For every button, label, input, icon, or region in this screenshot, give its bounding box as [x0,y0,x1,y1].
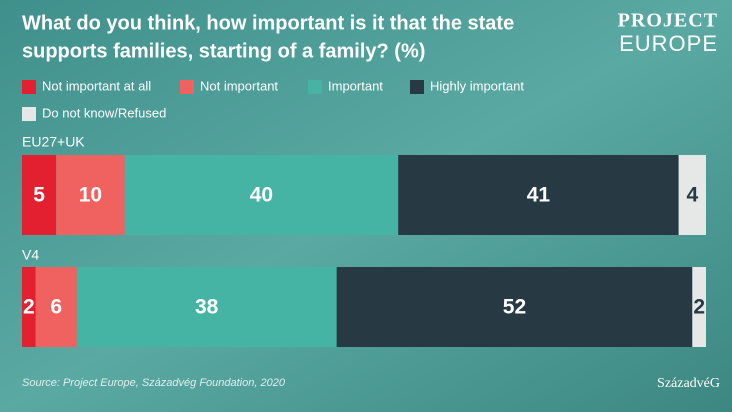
bar-segment [692,267,706,347]
value-label: 52 [503,296,526,319]
legend-swatch [308,80,322,94]
value-label: 2 [693,296,705,319]
category-label: EU27+UK [22,134,85,150]
legend-swatch [180,80,194,94]
bar-segment [22,267,36,347]
legend-label: Important [328,78,383,93]
value-label: 5 [33,184,45,207]
publisher: SzázadvéG [657,376,720,391]
value-label: 40 [250,184,273,207]
legend-label: Not important [200,78,278,93]
value-label: 6 [50,296,62,319]
source: Source: Project Europe, Századvég Founda… [22,377,286,389]
legend-label: Highly important [430,78,524,93]
value-label: 10 [79,184,102,207]
legend-label: Not important at all [42,78,151,93]
bar-segment [35,267,77,347]
bar-segment [76,267,337,347]
legend-swatch [410,80,424,94]
chart-title: What do you think, how important is it t… [22,12,514,34]
bar-segment [22,155,57,235]
value-label: 2 [23,296,35,319]
legend-swatch [22,107,36,121]
brand: PROJECT [618,10,718,32]
legend-swatch [22,80,36,94]
brand: EUROPE [619,31,718,56]
value-label: 41 [527,184,551,207]
chart-title: supports families, starting of a family?… [22,40,425,62]
bar-segment [678,155,706,235]
bar-segment [56,155,125,235]
value-label: 38 [195,296,219,319]
value-label: 4 [686,184,698,207]
bar-segment [398,155,679,235]
category-label: V4 [22,247,39,263]
bar-segment [124,155,399,235]
legend-label: Do not know/Refused [42,105,166,120]
bar-segment [336,267,693,347]
